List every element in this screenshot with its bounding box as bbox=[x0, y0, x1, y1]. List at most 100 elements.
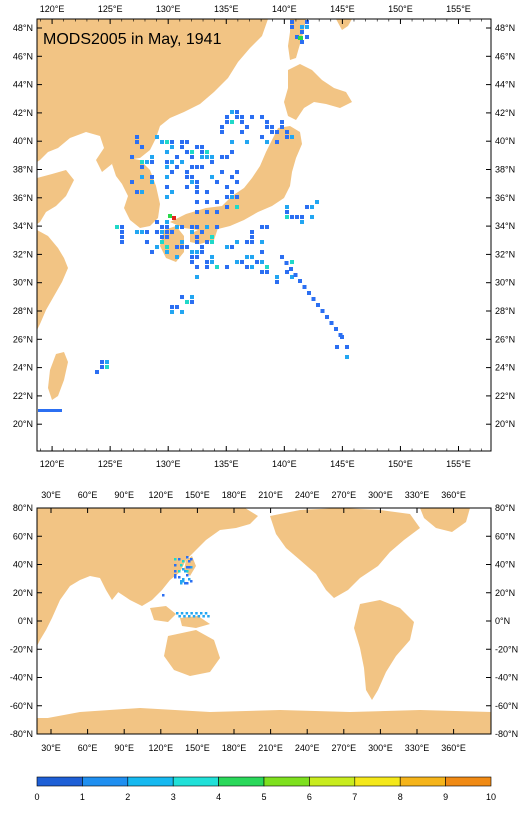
obs-cell bbox=[220, 170, 224, 174]
obs-cell bbox=[170, 160, 174, 164]
bottom-lon-label: 30°E bbox=[41, 743, 61, 753]
obs-cell bbox=[334, 327, 338, 331]
bottom-lat-label: 0°N bbox=[495, 616, 510, 626]
obs-cell bbox=[338, 333, 343, 337]
top-lat-label: 30°N bbox=[495, 278, 515, 288]
bottom-lon-label: 150°E bbox=[185, 490, 210, 500]
obs-cell bbox=[105, 360, 109, 364]
top-lat-label: 36°N bbox=[13, 193, 33, 203]
obs-cell bbox=[345, 345, 349, 349]
bottom-lat-label: 20°N bbox=[13, 588, 33, 598]
obs-cell bbox=[205, 155, 209, 159]
obs-cell bbox=[150, 160, 154, 164]
colorbar-label: 10 bbox=[486, 792, 496, 802]
obs-cell bbox=[195, 250, 199, 254]
obs-cell bbox=[265, 265, 269, 269]
obs-cell bbox=[300, 40, 304, 44]
obs-cell bbox=[195, 200, 199, 204]
obs-cell bbox=[155, 245, 159, 249]
top-lat-label: 38°N bbox=[13, 165, 33, 175]
obs-cell bbox=[250, 240, 254, 244]
obs-cell bbox=[140, 190, 144, 194]
top-lat-label: 40°N bbox=[13, 136, 33, 146]
obs-cell bbox=[42, 409, 46, 412]
obs-cell bbox=[200, 155, 204, 159]
obs-cell bbox=[182, 560, 185, 563]
bottom-map-land bbox=[37, 508, 491, 734]
top-lat-label: 28°N bbox=[13, 306, 33, 316]
bottom-lon-label: 210°E bbox=[258, 743, 283, 753]
obs-cell bbox=[205, 210, 209, 214]
obs-cell bbox=[300, 30, 304, 34]
top-lat-label: 46°N bbox=[13, 51, 33, 61]
top-lon-label: 140°E bbox=[272, 4, 297, 14]
obs-cell bbox=[235, 195, 239, 199]
bottom-lon-label: 180°E bbox=[222, 743, 247, 753]
obs-cell bbox=[165, 165, 169, 169]
obs-cell bbox=[165, 230, 169, 234]
obs-cell bbox=[290, 25, 294, 29]
obs-cell bbox=[180, 160, 184, 164]
obs-cell bbox=[225, 195, 229, 199]
obs-cell bbox=[260, 225, 264, 229]
obs-cell bbox=[195, 612, 198, 615]
obs-cell bbox=[260, 115, 264, 119]
obs-cell bbox=[260, 260, 264, 264]
top-lat-label: 34°N bbox=[13, 221, 33, 231]
obs-cell bbox=[280, 255, 284, 259]
obs-cell bbox=[235, 115, 239, 119]
obs-cell bbox=[230, 150, 234, 154]
obs-cell bbox=[275, 140, 279, 144]
top-lat-label: 22°N bbox=[495, 391, 515, 401]
obs-cell bbox=[165, 150, 169, 154]
obs-cell bbox=[316, 303, 320, 307]
obs-cell bbox=[195, 180, 199, 184]
obs-cell bbox=[250, 265, 254, 269]
obs-cell bbox=[165, 235, 169, 239]
obs-cell bbox=[50, 409, 54, 412]
bottom-lon-label: 270°E bbox=[331, 743, 356, 753]
obs-cell bbox=[235, 180, 239, 184]
obs-cell bbox=[205, 190, 209, 194]
obs-cell bbox=[165, 185, 169, 189]
obs-cell bbox=[190, 566, 193, 569]
obs-cell bbox=[195, 210, 199, 214]
top-lat-label: 38°N bbox=[495, 165, 515, 175]
obs-cell bbox=[120, 235, 124, 239]
obs-cell bbox=[225, 185, 229, 189]
obs-cell bbox=[140, 165, 144, 169]
obs-cell bbox=[178, 558, 181, 561]
obs-cell bbox=[175, 225, 179, 229]
obs-cell bbox=[178, 615, 181, 618]
obs-cell bbox=[190, 155, 194, 159]
obs-cell bbox=[230, 140, 234, 144]
obs-cell bbox=[186, 570, 189, 573]
obs-cell bbox=[240, 130, 244, 134]
top-lat-label: 24°N bbox=[13, 363, 33, 373]
obs-cell bbox=[174, 570, 177, 573]
obs-cell bbox=[190, 300, 194, 304]
obs-cell bbox=[302, 285, 307, 289]
obs-cell bbox=[235, 240, 239, 244]
obs-cell bbox=[260, 270, 264, 274]
obs-cell bbox=[265, 120, 269, 124]
obs-cell bbox=[307, 291, 311, 295]
top-lat-label: 28°N bbox=[495, 306, 515, 316]
obs-cell bbox=[210, 255, 214, 259]
obs-cell bbox=[305, 35, 309, 39]
obs-cell bbox=[255, 260, 259, 264]
top-map-title: MODS2005 in May, 1941 bbox=[43, 31, 222, 48]
obs-cell bbox=[160, 225, 164, 229]
top-lon-label: 150°E bbox=[388, 459, 413, 469]
obs-cell bbox=[225, 115, 229, 119]
obs-cell bbox=[210, 155, 214, 159]
bottom-lat-label: 40°N bbox=[495, 560, 515, 570]
obs-cell bbox=[285, 210, 289, 214]
obs-cell bbox=[197, 615, 201, 618]
obs-cell bbox=[210, 160, 214, 164]
bottom-lon-label: 150°E bbox=[185, 743, 210, 753]
obs-cell bbox=[165, 140, 169, 144]
obs-cell bbox=[195, 165, 199, 169]
obs-cell bbox=[329, 321, 334, 325]
top-lat-label: 24°N bbox=[495, 363, 515, 373]
